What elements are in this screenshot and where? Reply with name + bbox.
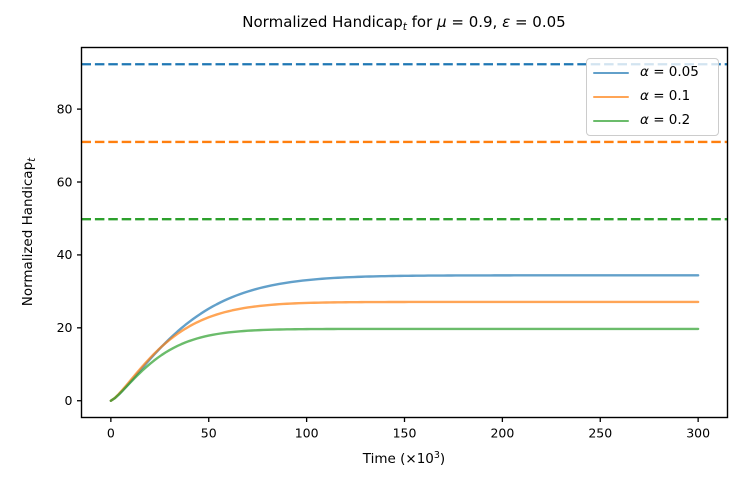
legend-item-0: α = 0.05 bbox=[593, 65, 714, 82]
title-mu-symbol: μ bbox=[437, 13, 447, 31]
legend-item-2: α = 0.2 bbox=[593, 113, 714, 130]
y-tick-label: 60 bbox=[57, 174, 73, 189]
y-axis-label: Normalized Handicapt bbox=[20, 157, 38, 307]
title-epsilon-value: = 0.05 bbox=[510, 13, 566, 31]
y-tick-label: 0 bbox=[65, 393, 73, 408]
y-tick-label: 20 bbox=[57, 320, 73, 335]
legend-item-1: α = 0.1 bbox=[593, 89, 714, 106]
legend: α = 0.05 α = 0.1 α = 0.2 bbox=[586, 58, 719, 136]
curve-1 bbox=[109, 300, 700, 402]
x-axis-label-text: Time (×10 bbox=[362, 451, 434, 467]
y-tick-label: 80 bbox=[57, 101, 73, 116]
x-tick-label: 100 bbox=[295, 426, 319, 441]
legend-line-sample bbox=[593, 119, 629, 123]
y-axis-label-subscript: t bbox=[26, 157, 38, 162]
y-axis-label-text: Normalized Handicap bbox=[20, 161, 36, 307]
x-axis-label-close: ) bbox=[439, 451, 446, 467]
x-tick-label: 200 bbox=[490, 426, 514, 441]
x-tick-label: 50 bbox=[201, 426, 217, 441]
title-mu-value: = 0.9, bbox=[446, 13, 503, 31]
x-axis-label: Time (×103) bbox=[81, 450, 727, 467]
title-text-for: for bbox=[406, 13, 438, 31]
title-epsilon-symbol: ε bbox=[502, 13, 511, 31]
x-tick-label: 150 bbox=[393, 426, 417, 441]
curve-2 bbox=[109, 327, 700, 402]
chart-title: Normalized Handicapt for μ = 0.9, ε = 0.… bbox=[81, 13, 727, 33]
title-text: Normalized Handicap bbox=[242, 13, 403, 31]
legend-label: α = 0.05 bbox=[640, 64, 699, 81]
x-axis-label-superscript: 3 bbox=[433, 450, 440, 461]
curve-0 bbox=[109, 274, 700, 402]
legend-label: α = 0.1 bbox=[640, 88, 691, 105]
y-tick-label: 40 bbox=[57, 247, 73, 262]
legend-line-sample bbox=[593, 71, 629, 75]
legend-label: α = 0.2 bbox=[640, 112, 691, 129]
title-subscript-t: t bbox=[402, 21, 407, 33]
x-tick-label: 0 bbox=[107, 426, 115, 441]
x-tick-label: 250 bbox=[588, 426, 612, 441]
x-tick-label: 300 bbox=[686, 426, 710, 441]
legend-line-sample bbox=[593, 95, 629, 99]
